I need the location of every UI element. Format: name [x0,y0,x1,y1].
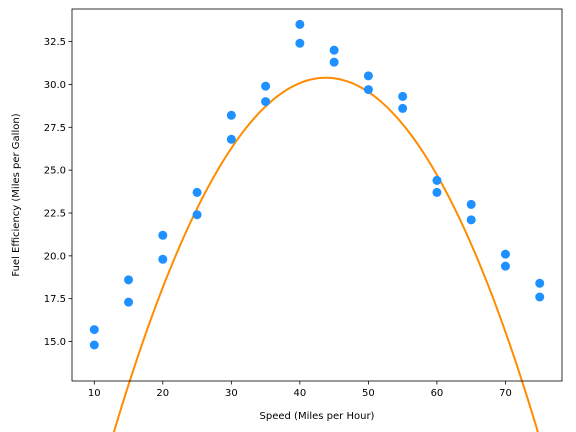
y-tick-label: 22.5 [44,209,66,220]
scatter-point [432,187,442,197]
scatter-point [329,57,339,67]
y-tick-label: 17.5 [44,294,66,305]
scatter-point [500,249,510,259]
y-tick-label: 30.0 [44,80,66,91]
scatter-point [398,91,408,101]
axes: 10 20 30 40 50 60 70 15.0 17.5 20.0 22.5 25.0 27.5 30… [44,8,563,399]
scatter-point [363,71,373,81]
y-tick-label: 20.0 [44,251,66,262]
scatter-point [192,187,202,197]
scatter-point [329,45,339,55]
scatter-point [535,278,545,288]
scatter-point [363,85,373,95]
scatter-point [398,103,408,113]
scatter-point [466,199,476,209]
scatter-point [261,81,271,91]
scatter-point [226,134,236,144]
y-tick-label: 15.0 [44,337,66,348]
x-tick-label: 50 [362,388,375,399]
x-tick-label: 60 [431,388,444,399]
scatter-point [89,325,99,335]
scatter-points-layer [89,19,545,350]
scatter-point [226,110,236,120]
scatter-point [124,275,134,285]
x-tick-label: 20 [156,388,169,399]
x-tick-label: 40 [293,388,306,399]
scatter-point [124,297,134,307]
scatter-point [535,292,545,302]
scatter-point [192,210,202,220]
x-tick-label: 10 [88,388,101,399]
x-tick-label: 30 [225,388,238,399]
scatter-point [295,19,305,29]
fit-curve-layer [112,76,539,432]
axes-frame [71,8,563,382]
scatter-point [466,215,476,225]
fit-curve-line [112,76,539,432]
y-tick-label: 27.5 [44,123,66,134]
scatter-point [432,175,442,185]
scatter-point [500,261,510,271]
y-tick-label: 32.5 [44,37,66,48]
scatter-point [295,38,305,48]
x-tick-label: 70 [499,388,512,399]
scatter-point [89,340,99,350]
y-tick-label: 25.0 [44,166,66,177]
x-axis-label: Speed (Miles per Hour) [260,411,375,422]
y-axis-label: Fuel Efficiency (Miles per Gallon) [11,113,22,276]
scatter-point [261,97,271,107]
scatter-point [158,254,168,264]
scatter-point [158,230,168,240]
